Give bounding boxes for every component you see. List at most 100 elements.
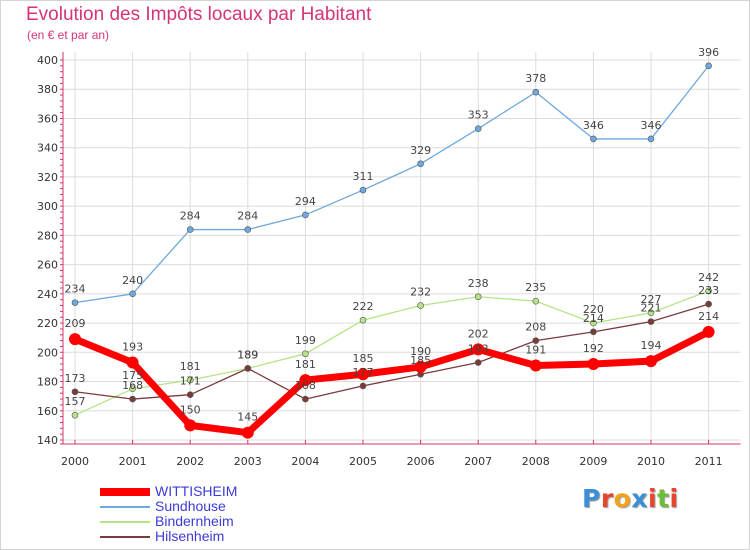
- data-point-sundhouse: [129, 290, 136, 298]
- legend-label-bindernheim: Bindernheim: [155, 513, 234, 529]
- logo-letter: r: [600, 484, 614, 513]
- y-tick-label: 340: [37, 142, 58, 155]
- y-tick-label: 220: [37, 317, 58, 330]
- chart-title: Evolution des Impôts locaux par Habitant: [26, 4, 372, 25]
- data-label-hilsenheim: 214: [583, 312, 604, 325]
- data-label-wittisheim: 192: [583, 342, 604, 355]
- data-point-wittisheim: [241, 426, 254, 439]
- legend-swatch-bindernheim: [100, 521, 150, 523]
- data-point-bindernheim: [359, 316, 367, 324]
- data-point-wittisheim: [645, 355, 657, 368]
- data-label-bindernheim: 157: [65, 395, 86, 408]
- data-label-sundhouse: 329: [410, 144, 431, 157]
- data-label-wittisheim: 185: [353, 352, 374, 365]
- data-point-wittisheim: [126, 356, 139, 369]
- x-tick-label: 2009: [579, 455, 607, 468]
- data-point-hilsenheim: [647, 318, 655, 325]
- legend-swatch-wittisheim: [100, 488, 150, 496]
- y-tick-label: 140: [37, 434, 58, 447]
- data-label-sundhouse: 294: [295, 195, 316, 208]
- data-point-bindernheim: [71, 411, 79, 419]
- data-label-wittisheim: 202: [468, 327, 489, 340]
- axes: 140 160 180 200 220 240 260 280 300 320 340 360 380 4…: [37, 52, 741, 468]
- chart-subtitle: (en € et par an): [27, 28, 110, 42]
- logo-letter: i: [669, 484, 679, 513]
- data-point-wittisheim: [184, 419, 197, 432]
- x-tick-label: 2001: [119, 455, 147, 468]
- logo-letter: o: [613, 484, 632, 513]
- data-label-hilsenheim: 208: [525, 321, 546, 334]
- data-label-hilsenheim: 168: [122, 379, 143, 392]
- data-point-hilsenheim: [244, 365, 252, 372]
- data-label-bindernheim: 238: [468, 277, 489, 290]
- y-tick-label: 380: [37, 83, 58, 96]
- data-point-bindernheim: [705, 287, 712, 295]
- series-line-wittisheim: [73, 328, 711, 437]
- data-point-bindernheim: [129, 385, 136, 393]
- data-point-sundhouse: [647, 135, 655, 143]
- data-point-hilsenheim: [532, 337, 540, 344]
- data-label-sundhouse: 311: [353, 170, 374, 183]
- data-point-wittisheim: [702, 325, 715, 338]
- x-tick-label: 2002: [176, 455, 204, 468]
- data-point-wittisheim: [587, 358, 600, 370]
- data-point-bindernheim: [417, 302, 424, 309]
- data-label-hilsenheim: 233: [698, 284, 719, 297]
- data-point-sundhouse: [302, 211, 309, 219]
- data-point-bindernheim: [647, 309, 655, 317]
- data-point-bindernheim: [532, 297, 540, 305]
- data-label-wittisheim: 181: [295, 358, 316, 371]
- series-line-sundhouse: [74, 65, 710, 304]
- data-point-bindernheim: [474, 293, 482, 301]
- data-label-hilsenheim: 221: [641, 302, 662, 315]
- data-label-hilsenheim: 185: [410, 354, 431, 367]
- x-tick-label: 2007: [464, 455, 492, 468]
- data-point-sundhouse: [244, 226, 252, 233]
- data-label-hilsenheim: 193: [468, 343, 489, 356]
- data-label-sundhouse: 396: [698, 46, 719, 59]
- series-line-bindernheim: [74, 290, 709, 416]
- data-label-wittisheim: 193: [122, 341, 143, 354]
- data-point-hilsenheim: [474, 359, 482, 366]
- legend-item-wittisheim: WITTISHEIM: [100, 483, 400, 499]
- legend-item-hilsenheim: Hilsenheim: [100, 528, 400, 544]
- data-label-bindernheim: 222: [353, 300, 374, 313]
- data-label-wittisheim: 150: [180, 403, 201, 416]
- data-labels-layer: 234 240 284 284 294 311 329 353 378 346 346 396 157 1…: [65, 46, 720, 424]
- legend-swatch-hilsenheim: [100, 536, 150, 538]
- data-point-bindernheim: [302, 350, 309, 358]
- data-point-wittisheim: [529, 359, 542, 372]
- data-label-sundhouse: 284: [237, 210, 258, 223]
- data-point-sundhouse: [705, 62, 712, 70]
- data-label-bindernheim: 235: [525, 281, 546, 294]
- legend-label-wittisheim: WITTISHEIM: [155, 483, 238, 499]
- y-tick-label: 280: [37, 229, 58, 242]
- data-point-sundhouse: [359, 186, 367, 194]
- data-label-bindernheim: 227: [641, 293, 662, 306]
- series-layer: [69, 62, 715, 439]
- logo-letter: i: [648, 484, 658, 513]
- data-point-hilsenheim: [359, 382, 367, 390]
- y-tick-label: 320: [37, 171, 58, 184]
- x-tick-label: 2005: [349, 455, 377, 468]
- logo-letter: t: [657, 484, 670, 513]
- x-tick-label: 2000: [61, 455, 89, 468]
- logo-letter: x: [631, 484, 648, 513]
- legend-item-bindernheim: Bindernheim: [100, 513, 400, 529]
- data-point-hilsenheim: [302, 395, 309, 403]
- y-tick-label: 240: [37, 288, 58, 301]
- data-label-bindernheim: 181: [180, 360, 201, 373]
- data-label-bindernheim: 232: [410, 286, 431, 299]
- y-tick-label: 160: [37, 405, 58, 418]
- y-tick-label: 360: [37, 112, 58, 125]
- data-point-hilsenheim: [71, 388, 79, 396]
- data-point-bindernheim: [186, 376, 194, 384]
- data-label-sundhouse: 346: [641, 119, 662, 132]
- proxiti-logo: Proxiti: [582, 484, 679, 513]
- x-tick-label: 2006: [407, 455, 435, 468]
- data-point-hilsenheim: [186, 391, 194, 398]
- legend-swatch-sundhouse: [100, 506, 150, 508]
- x-tick-label: 2003: [234, 455, 262, 468]
- y-tick-label: 300: [37, 200, 58, 213]
